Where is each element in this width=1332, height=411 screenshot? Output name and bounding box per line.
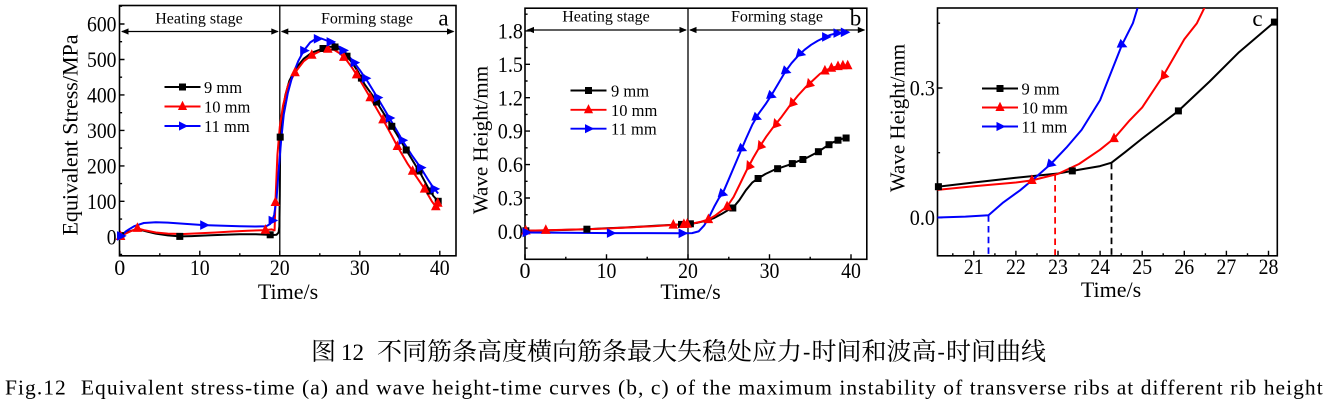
svg-text:9 mm: 9 mm bbox=[204, 78, 242, 97]
svg-text:24: 24 bbox=[1090, 254, 1110, 279]
svg-text:0.3: 0.3 bbox=[910, 76, 935, 101]
svg-text:0.0: 0.0 bbox=[910, 205, 935, 230]
svg-text:600: 600 bbox=[87, 12, 117, 37]
svg-text:Heating stage: Heating stage bbox=[562, 9, 650, 26]
svg-text:Wave Height/mm: Wave Height/mm bbox=[886, 44, 910, 192]
svg-text:1.2: 1.2 bbox=[498, 85, 523, 110]
svg-text:Forming stage: Forming stage bbox=[321, 11, 413, 28]
svg-text:40: 40 bbox=[841, 258, 861, 283]
svg-text:b: b bbox=[850, 6, 862, 31]
svg-text:22: 22 bbox=[1006, 254, 1026, 279]
svg-text:-: - bbox=[803, 339, 810, 364]
svg-text:0: 0 bbox=[107, 224, 117, 249]
svg-text:23: 23 bbox=[1048, 254, 1068, 279]
svg-text:30: 30 bbox=[760, 258, 780, 283]
svg-text:10: 10 bbox=[597, 258, 617, 283]
svg-text:25: 25 bbox=[1132, 254, 1152, 279]
svg-text:200: 200 bbox=[87, 154, 117, 179]
svg-text:Time/s: Time/s bbox=[258, 279, 318, 304]
svg-text:Wave Height/mm: Wave Height/mm bbox=[469, 66, 493, 214]
svg-text:0.3: 0.3 bbox=[498, 186, 523, 211]
svg-text:Time/s: Time/s bbox=[1081, 277, 1141, 302]
svg-text:9 mm: 9 mm bbox=[611, 82, 649, 101]
svg-text:10: 10 bbox=[190, 255, 210, 280]
svg-text:0.6: 0.6 bbox=[498, 152, 523, 177]
svg-text:28: 28 bbox=[1259, 254, 1279, 279]
svg-text:27: 27 bbox=[1217, 254, 1237, 279]
svg-text:0.0: 0.0 bbox=[498, 219, 523, 244]
svg-text:11 mm: 11 mm bbox=[204, 117, 250, 136]
svg-text:40: 40 bbox=[430, 255, 450, 280]
svg-text:1.5: 1.5 bbox=[498, 52, 523, 77]
svg-text:-: - bbox=[938, 339, 945, 364]
svg-text:500: 500 bbox=[87, 47, 117, 72]
svg-text:10 mm: 10 mm bbox=[204, 98, 250, 117]
svg-text:100: 100 bbox=[87, 189, 117, 214]
svg-text:11 mm: 11 mm bbox=[611, 120, 657, 139]
svg-text:Heating stage: Heating stage bbox=[155, 11, 243, 28]
svg-text:Equivalent Stress/MPa: Equivalent Stress/MPa bbox=[58, 34, 83, 235]
svg-text:0: 0 bbox=[520, 258, 531, 283]
svg-text:1.8: 1.8 bbox=[498, 19, 523, 44]
svg-text:20: 20 bbox=[270, 255, 290, 280]
svg-text:400: 400 bbox=[87, 83, 117, 108]
svg-text:c: c bbox=[1252, 6, 1262, 31]
svg-text:10 mm: 10 mm bbox=[1022, 99, 1068, 118]
svg-text:9 mm: 9 mm bbox=[1022, 80, 1060, 99]
svg-text:a: a bbox=[438, 6, 448, 31]
svg-text:30: 30 bbox=[350, 255, 370, 280]
svg-text:12: 12 bbox=[341, 340, 364, 365]
svg-text:10 mm: 10 mm bbox=[611, 101, 657, 120]
svg-text:21: 21 bbox=[964, 254, 984, 279]
svg-text:Time/s: Time/s bbox=[660, 279, 720, 304]
svg-text:11 mm: 11 mm bbox=[1022, 118, 1068, 137]
svg-text:Forming stage: Forming stage bbox=[731, 9, 823, 26]
svg-text:0: 0 bbox=[114, 255, 125, 280]
svg-text:0.9: 0.9 bbox=[498, 119, 523, 144]
svg-text:26: 26 bbox=[1174, 254, 1194, 279]
svg-text:300: 300 bbox=[87, 118, 117, 143]
svg-text:20: 20 bbox=[678, 258, 698, 283]
